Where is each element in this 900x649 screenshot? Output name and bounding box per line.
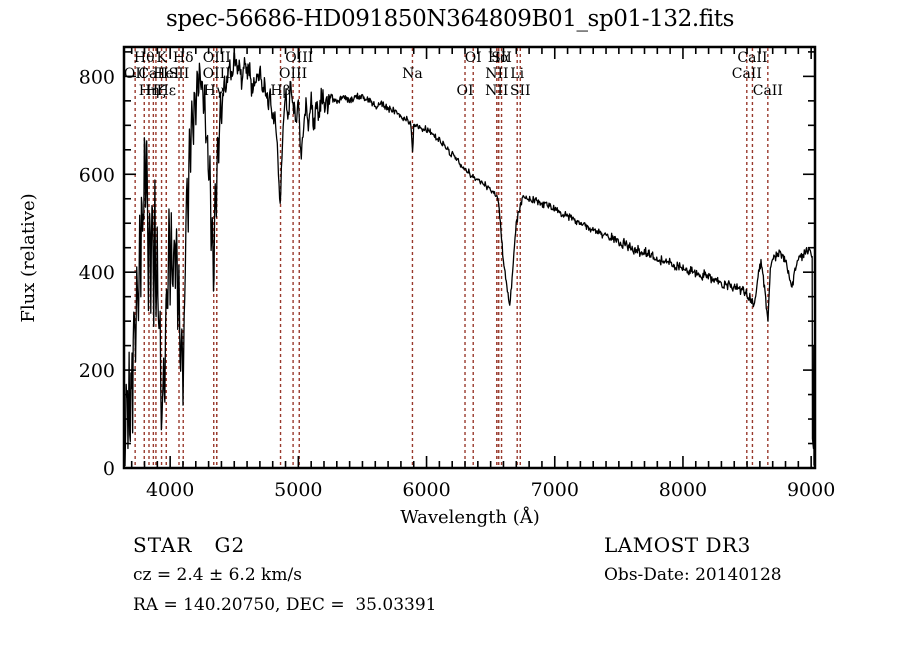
spectral-line-label: Hζ [146,83,166,99]
y-tick-label: 600 [79,164,115,186]
spectral-line-label: OIII [203,50,231,66]
redshift-velocity: cz = 2.4 ± 6.2 km/s [133,565,302,585]
x-tick-label: 7000 [531,479,579,501]
y-axis-ticks [124,51,815,469]
spectral-line-label: Hθ [134,50,155,66]
object-type-and-class: STAR G2 [133,530,437,560]
x-tick-label: 6000 [402,479,450,501]
x-tick-label: 8000 [659,479,707,501]
spectral-line-label: Na [402,66,423,82]
y-tick-label: 200 [79,360,115,382]
spectral-line-markers [134,48,769,467]
object-type: STAR [133,533,193,557]
spectral-line-label: CaII [753,83,783,99]
footer-left-block: STAR G2 cz = 2.4 ± 6.2 km/s RA = 140.207… [133,530,437,620]
spectral-line-label: SII [491,50,512,66]
spectral-line-label: Hδ [173,50,194,66]
y-axis-label: Flux (relative) [18,193,39,322]
spectral-line-label: CaII [737,50,767,66]
y-tick-label: 800 [79,66,115,88]
spectral-line-label: CaII [732,66,762,82]
page-title: spec-56686-HD091850N364809B01_sp01-132.f… [165,6,735,32]
spectral-line-label: NII [485,66,508,82]
spectral-line-label: Hβ [270,83,290,99]
y-tick-label: 0 [103,458,115,480]
spectral-line-label: Hα [488,50,510,66]
spectral-line-label: SII [510,83,531,99]
plot-frame [122,45,817,470]
spectral-line-label: Li [510,66,524,82]
spectral-line-label: OIII [203,66,231,82]
spectral-line-label: NII [485,83,508,99]
x-axis-tick-labels: 4000 5000 6000 7000 8000 9000 [146,479,835,501]
spectral-line-label: HeI [153,66,179,82]
spectral-line-labels: OIIHθHηCaIIKHζHeIHεSIIHδHγOIIIOIIIHβOIII… [124,50,783,99]
spectral-line-label: K [156,50,167,66]
spectral-line-label: OI [465,50,482,66]
x-axis-label: Wavelength (Å) [400,506,540,528]
x-tick-label: 5000 [274,479,322,501]
y-tick-label: 400 [79,262,115,284]
spectral-line-label: Hγ [203,83,224,99]
survey-name: LAMOST DR3 [604,533,751,557]
x-tick-label: 4000 [146,479,194,501]
spectral-line-label: Hε [157,83,176,99]
coordinates: RA = 140.20750, DEC = 35.03391 [133,595,437,615]
spectral-line-label: OI [457,83,474,99]
spectral-class: G2 [214,533,246,557]
spectral-line-label: OII [124,66,147,82]
spectral-line-label: CaII [138,66,168,82]
spectral-line-label: OIII [285,50,313,66]
spectral-line-label: SII [169,66,190,82]
spectral-line-label: OIII [279,66,307,82]
flux-curve [124,52,815,467]
x-tick-label: 9000 [787,479,835,501]
footer-right-block: LAMOST DR3 Obs-Date: 20140128 [604,530,782,590]
x-axis-ticks [130,47,812,468]
spectral-line-label: Hη [139,83,160,99]
y-axis-tick-labels: 0 200 400 600 800 [79,66,115,480]
observation-date: Obs-Date: 20140128 [604,565,782,585]
